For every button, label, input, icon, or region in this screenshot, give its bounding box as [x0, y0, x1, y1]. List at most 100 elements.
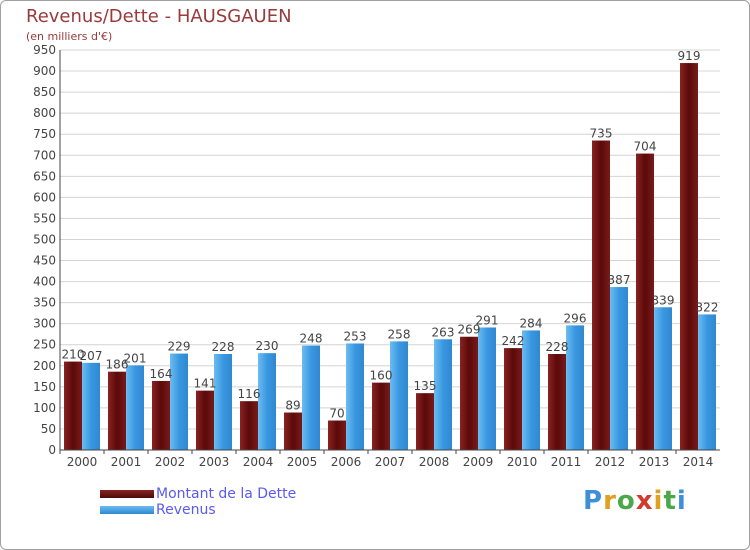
y-tick-label: 950 [33, 43, 56, 57]
legend-label-revenue: Revenus [156, 502, 216, 518]
x-tick-label: 2011 [551, 455, 582, 469]
data-label-debt: 210 [62, 348, 85, 362]
legend-label-debt: Montant de la Dette [156, 486, 297, 502]
y-tick-label: 750 [33, 127, 56, 141]
data-label-revenue: 291 [476, 313, 499, 327]
data-label-revenue: 228 [212, 340, 235, 354]
bar-revenue [566, 325, 584, 450]
data-label-debt: 70 [329, 407, 344, 421]
x-tick-label: 2010 [507, 455, 538, 469]
bar-revenue [478, 327, 496, 450]
data-label-revenue: 284 [520, 316, 543, 330]
y-tick-label: 800 [33, 106, 56, 120]
x-tick-label: 2013 [639, 455, 670, 469]
data-label-debt: 116 [238, 387, 261, 401]
y-tick-label: 150 [33, 380, 56, 394]
data-label-revenue: 322 [696, 300, 719, 314]
data-label-revenue: 248 [300, 332, 323, 346]
bar-debt [328, 420, 346, 450]
data-label-revenue: 339 [652, 293, 675, 307]
data-label-revenue: 263 [432, 325, 455, 339]
bar-debt [284, 412, 302, 450]
data-label-debt: 735 [590, 127, 613, 141]
y-tick-label: 300 [33, 317, 56, 331]
y-tick-label: 900 [33, 64, 56, 78]
y-tick-label: 650 [33, 169, 56, 183]
bar-debt [372, 382, 390, 450]
bar-debt [152, 380, 170, 450]
y-tick-label: 250 [33, 338, 56, 352]
data-label-revenue: 230 [256, 339, 279, 353]
legend: Montant de la Dette Revenus [100, 486, 296, 518]
chart-title: Revenus/Dette - HAUSGAUEN [26, 6, 292, 27]
data-label-debt: 160 [370, 369, 393, 383]
legend-item-debt: Montant de la Dette [100, 486, 296, 502]
bar-revenue [698, 314, 716, 450]
legend-swatch-debt [100, 490, 154, 498]
x-tick-label: 2001 [111, 455, 142, 469]
y-tick-label: 450 [33, 254, 56, 268]
x-tick-label: 2014 [683, 455, 714, 469]
bar-debt [196, 390, 214, 450]
bar-debt [592, 140, 610, 451]
y-tick-label: 350 [33, 296, 56, 310]
bar-revenue [654, 307, 672, 450]
data-label-revenue: 201 [124, 351, 147, 365]
data-label-debt: 135 [414, 379, 437, 393]
data-label-debt: 228 [546, 340, 569, 354]
legend-item-revenue: Revenus [100, 502, 296, 518]
bar-revenue [170, 353, 188, 450]
y-tick-label: 550 [33, 211, 56, 225]
data-label-debt: 269 [458, 323, 481, 337]
bar-debt [460, 336, 478, 450]
data-label-revenue: 258 [388, 327, 411, 341]
y-tick-label: 600 [33, 190, 56, 204]
data-label-debt: 89 [285, 399, 300, 413]
bar-revenue [302, 345, 320, 450]
data-label-debt: 242 [502, 334, 525, 348]
x-tick-label: 2000 [67, 455, 98, 469]
bar-revenue [346, 343, 364, 450]
data-label-revenue: 207 [80, 349, 103, 363]
bar-debt [240, 401, 258, 450]
y-tick-label: 700 [33, 148, 56, 162]
y-tick-label: 200 [33, 359, 56, 373]
x-tick-label: 2005 [287, 455, 318, 469]
x-tick-label: 2007 [375, 455, 406, 469]
bar-debt [64, 361, 82, 450]
legend-swatch-revenue [100, 506, 154, 514]
bar-debt [504, 348, 522, 450]
bar-revenue [522, 330, 540, 450]
bar-revenue [126, 365, 144, 450]
bar-debt [108, 371, 126, 450]
proxiti-logo: Proxiti [583, 486, 687, 516]
y-tick-label: 500 [33, 232, 56, 246]
bar-revenue [214, 354, 232, 450]
data-label-debt: 919 [678, 49, 701, 63]
bar-revenue [434, 339, 452, 450]
data-label-debt: 141 [194, 377, 217, 391]
data-label-revenue: 387 [608, 273, 631, 287]
data-label-debt: 186 [106, 358, 129, 372]
x-tick-label: 2008 [419, 455, 450, 469]
bar-revenue [390, 341, 408, 450]
y-tick-label: 100 [33, 401, 56, 415]
data-label-revenue: 253 [344, 329, 367, 343]
y-tick-label: 850 [33, 85, 56, 99]
bar-revenue [258, 353, 276, 450]
x-tick-label: 2006 [331, 455, 362, 469]
bar-revenue [82, 362, 100, 450]
bar-revenue [610, 287, 628, 450]
data-label-debt: 164 [150, 367, 173, 381]
x-tick-label: 2003 [199, 455, 230, 469]
chart-subtitle: (en milliers d'€) [26, 30, 113, 43]
y-tick-label: 400 [33, 275, 56, 289]
x-tick-label: 2009 [463, 455, 494, 469]
bar-debt [680, 63, 698, 450]
y-tick-label: 0 [48, 443, 56, 457]
x-tick-label: 2012 [595, 455, 626, 469]
data-label-debt: 704 [634, 140, 657, 154]
x-tick-label: 2004 [243, 455, 274, 469]
data-label-revenue: 296 [564, 311, 587, 325]
